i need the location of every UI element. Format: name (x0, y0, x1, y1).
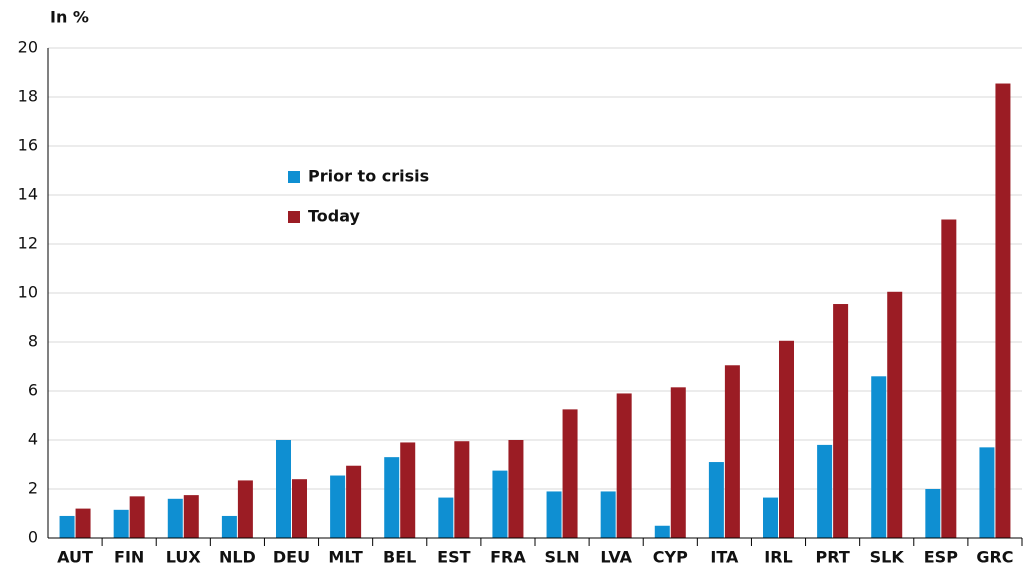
bar (113, 509, 129, 538)
y-tick-label: 6 (28, 381, 38, 400)
x-tick-label: CYP (653, 548, 688, 567)
bar (546, 491, 562, 538)
x-tick-label: SLK (870, 548, 905, 567)
x-tick-label: FRA (490, 548, 526, 567)
bar (346, 465, 362, 538)
bar (763, 497, 778, 538)
x-tick-label: ITA (710, 548, 739, 567)
bar (183, 495, 199, 538)
x-tick-label: PRT (815, 548, 849, 567)
y-tick-label: 18 (18, 87, 38, 106)
legend-label: Prior to crisis (308, 167, 429, 186)
bar (384, 457, 400, 538)
bar (925, 489, 941, 538)
bar (833, 304, 849, 538)
bar (59, 515, 75, 538)
y-tick-label: 14 (18, 185, 38, 204)
x-tick-label: DEU (273, 548, 310, 567)
y-tick-label: 20 (18, 38, 38, 57)
bar (276, 440, 291, 538)
bar (616, 393, 632, 538)
bar (654, 525, 670, 538)
x-tick-label: AUT (57, 548, 93, 567)
bar (221, 515, 237, 538)
bar (167, 498, 183, 538)
legend-label: Today (308, 207, 361, 226)
x-tick-label: NLD (219, 548, 256, 567)
bar (724, 365, 740, 538)
x-tick-label: LVA (600, 548, 632, 567)
x-tick-label: BEL (383, 548, 416, 567)
y-tick-label: 0 (28, 528, 38, 547)
x-tick-label: FIN (114, 548, 144, 567)
bar (508, 440, 524, 538)
bar (779, 340, 794, 538)
x-tick-label: IRL (764, 548, 792, 567)
y-tick-label: 16 (18, 136, 38, 155)
y-tick-label: 8 (28, 332, 38, 351)
y-tick-label: 4 (28, 430, 38, 449)
bar (237, 480, 253, 538)
x-tick-label: EST (437, 548, 470, 567)
bar (75, 508, 91, 538)
bar (292, 479, 307, 538)
bar (492, 470, 508, 538)
bar (871, 376, 887, 538)
x-tick-label: ESP (924, 548, 958, 567)
bar (330, 475, 346, 538)
bar (129, 496, 145, 538)
x-tick-label: SLN (545, 548, 580, 567)
bar (941, 219, 957, 538)
bar (887, 291, 903, 538)
bar (562, 409, 578, 538)
y-tick-label: 10 (18, 283, 38, 302)
bar (979, 447, 995, 538)
bar (817, 444, 833, 538)
bar (600, 491, 616, 538)
x-tick-label: LUX (166, 548, 202, 567)
bar (454, 441, 470, 538)
bar (708, 462, 724, 538)
bar (995, 83, 1011, 539)
bar (670, 387, 686, 538)
bar (438, 497, 454, 538)
y-tick-label: 2 (28, 479, 38, 498)
y-tick-label: 12 (18, 234, 38, 253)
legend-swatch (288, 171, 300, 183)
x-tick-label: MLT (328, 548, 362, 567)
y-axis-label: In % (50, 8, 89, 27)
legend-swatch (288, 211, 300, 223)
x-tick-label: GRC (976, 548, 1013, 567)
bar (400, 442, 416, 538)
